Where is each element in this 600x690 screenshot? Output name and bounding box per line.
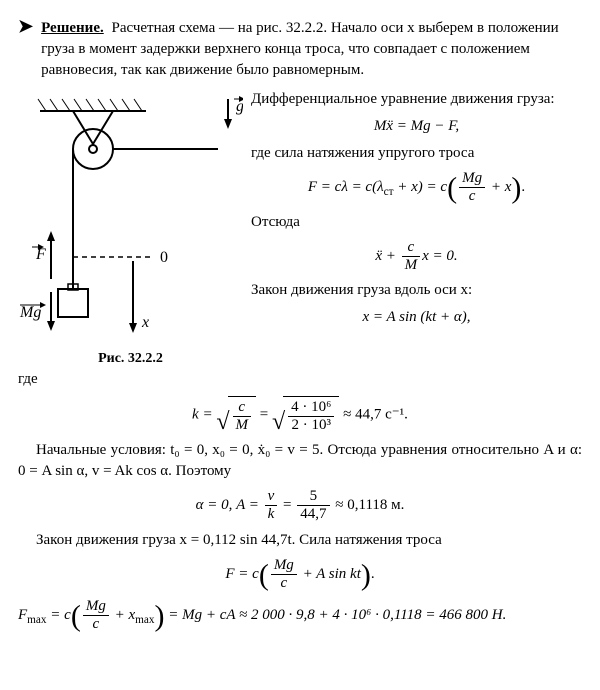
diagram-svg: F Mg 0 x g bbox=[18, 89, 243, 349]
equation-k: k = √cM = √4 · 10⁶2 · 10³ ≈ 44,7 с⁻¹. bbox=[18, 396, 582, 435]
where-label: где bbox=[18, 369, 582, 390]
hence-label: Отсюда bbox=[251, 212, 582, 233]
svg-text:x: x bbox=[141, 314, 149, 331]
solution-header: ➤ Решение. Расчетная схема — на рис. 32.… bbox=[18, 14, 582, 81]
equation-alpha-A: α = 0, A = vk = 544,7 ≈ 0,1118 м. bbox=[18, 488, 582, 524]
equation-4: x = A sin (kt + α), bbox=[251, 307, 582, 328]
equation-Fmax: Fmax = c(Mgc + xmax) = Mg + cA ≈ 2 000 ·… bbox=[18, 598, 582, 634]
equation-2: F = cλ = c(λст + x) = c(Mgc + x). bbox=[251, 170, 582, 206]
header-arrow: ➤ bbox=[18, 14, 31, 39]
right-text-column: Дифференциальное уравнение движения груз… bbox=[243, 89, 582, 334]
figure-column: F Mg 0 x g Рис. 32.2.2 bbox=[18, 89, 243, 369]
equation-F: F = c(Mgc + A sin kt). bbox=[18, 557, 582, 593]
intro-text: Расчетная схема — на рис. 32.2.2. Начало… bbox=[41, 20, 559, 78]
svg-text:Mg: Mg bbox=[19, 304, 41, 321]
solution-label: Решение. bbox=[41, 20, 104, 36]
equation-3: ẍ + cMx = 0. bbox=[251, 239, 582, 275]
law-intro: Закон движения груза вдоль оси x: bbox=[251, 280, 582, 301]
equation-1: Mẍ = Mg − F, bbox=[251, 116, 582, 137]
initial-conditions: Начальные условия: t₀ = 0, x₀ = 0, ẋ₀ = … bbox=[18, 440, 582, 482]
figure-text-row: F Mg 0 x g Рис. 32.2.2 Дифференциальн bbox=[18, 89, 582, 369]
svg-text:0: 0 bbox=[160, 249, 168, 266]
diff-eq-intro: Дифференциальное уравнение движения груз… bbox=[251, 89, 582, 110]
law-final-intro: Закон движения груза x = 0,112 sin 44,7t… bbox=[18, 530, 582, 551]
tension-intro: где сила натяжения упругого троса bbox=[251, 143, 582, 164]
figure-label: Рис. 32.2.2 bbox=[18, 349, 243, 369]
